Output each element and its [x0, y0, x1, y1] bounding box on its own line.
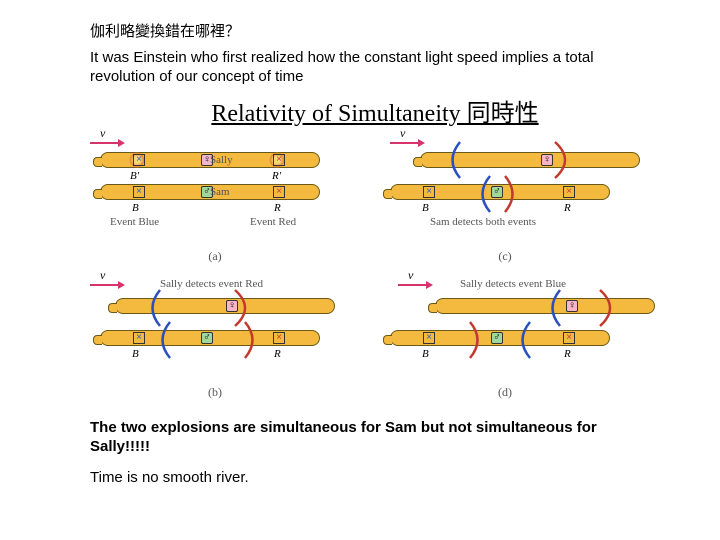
- panel-a: v × ♀ × B' R' Sally × ♂ × B: [80, 134, 350, 264]
- sam-marker: ♂: [491, 186, 503, 198]
- sally-train: ♀: [420, 152, 640, 168]
- panel-d-label: (d): [370, 385, 640, 400]
- sally-blue-label: Sally detects event Blue: [460, 278, 566, 290]
- sally-marker: ♀: [541, 154, 553, 166]
- v-label: v: [400, 126, 405, 141]
- label-r: R: [564, 348, 571, 360]
- sally-marker: ♀: [226, 300, 238, 312]
- v-label: v: [100, 268, 105, 283]
- sally-train: ♀: [115, 298, 335, 314]
- conclusion-text: The two explosions are simultaneous for …: [90, 418, 660, 457]
- v-label: v: [100, 126, 105, 141]
- sam-train: × ♂ ×: [390, 184, 610, 200]
- label-b: B: [422, 348, 429, 360]
- marker-r: ×: [563, 332, 575, 344]
- question-text: 伽利略變換錯在哪裡？: [90, 20, 660, 41]
- section-title: Relativity of Simultaneity 同時性: [90, 93, 660, 128]
- marker-r: ×: [563, 186, 575, 198]
- velocity-arrow: v: [398, 280, 433, 290]
- marker-b: ×: [423, 332, 435, 344]
- panel-b: v Sally detects event Red ♀ × ♂ ×: [80, 270, 350, 400]
- marker-r: ×: [273, 186, 285, 198]
- marker-rprime: ×: [273, 154, 285, 166]
- sam-marker: ♂: [491, 332, 503, 344]
- label-b: B: [422, 202, 429, 214]
- sam-both-label: Sam detects both events: [430, 216, 536, 228]
- event-blue-label: Event Blue: [110, 216, 159, 228]
- panel-b-label: (b): [80, 385, 350, 400]
- label-r: R: [274, 202, 281, 214]
- marker-b: ×: [133, 332, 145, 344]
- sally-red-label: Sally detects event Red: [160, 278, 263, 290]
- river-text: Time is no smooth river.: [90, 469, 660, 486]
- v-label: v: [408, 268, 413, 283]
- diagram-panels: v × ♀ × B' R' Sally × ♂ × B: [80, 134, 640, 400]
- event-red-label: Event Red: [250, 216, 296, 228]
- sally-marker: ♀: [566, 300, 578, 312]
- velocity-arrow: v: [90, 280, 125, 290]
- label-b: B: [132, 348, 139, 360]
- sam-name: Sam: [210, 186, 230, 198]
- marker-b: ×: [133, 186, 145, 198]
- sam-train: × ♂ ×: [100, 330, 320, 346]
- velocity-arrow: v: [390, 138, 425, 148]
- intro-text: It was Einstein who first realized how t…: [90, 49, 660, 87]
- sally-name: Sally: [210, 154, 233, 166]
- marker-r: ×: [273, 332, 285, 344]
- sam-marker: ♂: [201, 332, 213, 344]
- label-b: B: [132, 202, 139, 214]
- marker-bprime: ×: [133, 154, 145, 166]
- label-r: R: [274, 348, 281, 360]
- sam-train: × ♂ ×: [390, 330, 610, 346]
- panel-c: v ♀ × ♂ × B: [370, 134, 640, 264]
- panel-c-label: (c): [370, 249, 640, 264]
- velocity-arrow: v: [90, 138, 125, 148]
- label-r: R: [564, 202, 571, 214]
- panel-a-label: (a): [80, 249, 350, 264]
- sally-train: ♀: [435, 298, 655, 314]
- label-rprime: R': [272, 170, 281, 182]
- label-bprime: B': [130, 170, 139, 182]
- panel-d: v Sally detects event Blue ♀ × ♂ ×: [370, 270, 640, 400]
- marker-b: ×: [423, 186, 435, 198]
